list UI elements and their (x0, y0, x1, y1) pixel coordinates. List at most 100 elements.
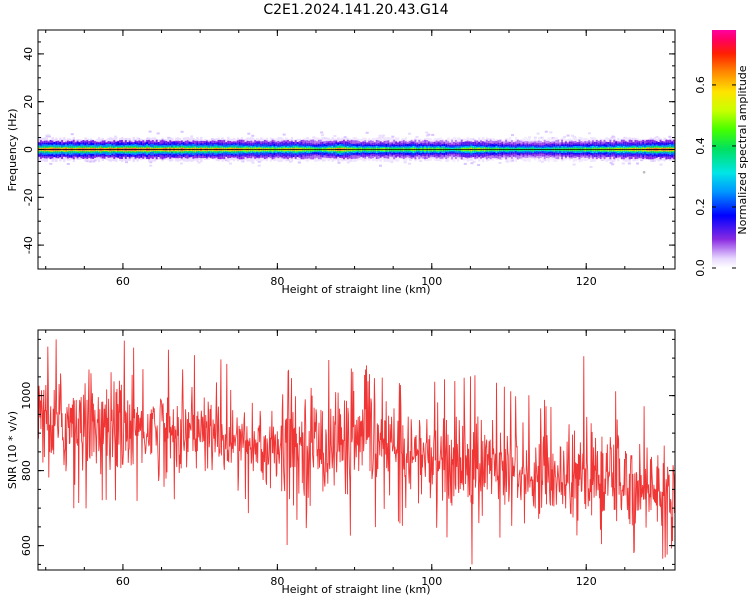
spectrogram-speckle-cell (415, 136, 419, 138)
spectrogram-speckle-cell (149, 161, 153, 164)
spectrogram-speckle-cell (333, 135, 337, 138)
spectrogram-speckle-cell (146, 137, 150, 140)
spectrogram-speckle-cell (287, 138, 291, 141)
spectrogram-speckle-cell (655, 136, 659, 138)
spectrogram-speckle-cell (549, 131, 553, 134)
spectrogram-speckle-cell (472, 160, 476, 163)
spectrogram-speckle-cell (505, 160, 509, 163)
spectrogram-speckle-cell (287, 158, 290, 161)
spectrogram-band (38, 136, 676, 174)
spectrogram-speckle-cell (114, 135, 118, 138)
y-tick-label: 0 (22, 146, 35, 153)
spectrogram-speckle-cell (419, 160, 423, 162)
spectrogram-speckle-cell (125, 161, 128, 164)
spectrogram-speckle-cell (320, 131, 324, 134)
spectrogram-speckle-cell (180, 162, 183, 165)
spectrogram-speckle-cell (445, 159, 449, 162)
spectrogram-speckle-cell (46, 134, 50, 137)
spectrogram-speckle-cell (273, 158, 276, 161)
spectrogram-speckle-cell (566, 134, 570, 137)
spectrogram-speckle-cell (378, 134, 382, 137)
spectrogram-speckle-cell (650, 159, 654, 162)
spectrogram-speckle-cell (70, 133, 74, 136)
spectrogram-x-ticks: 60 80 100 120 (45, 30, 664, 288)
spectrogram-speckle-cell (587, 132, 591, 135)
spectrogram-speckle-cell (621, 162, 625, 165)
spectrogram-speckle-cell (563, 136, 567, 139)
snr-frame (37, 329, 676, 571)
spectrogram-speckle-cell (149, 164, 153, 167)
x-tick-label: 80 (270, 275, 284, 288)
spectrogram-speckle-cell (611, 135, 615, 138)
spectrogram-speckle-cell (659, 163, 663, 166)
spectrogram-speckle-cell (89, 160, 92, 163)
spectrogram-speckle-cell (425, 131, 429, 134)
spectrogram-y-ticks: -40 -20 0 20 40 (22, 29, 675, 270)
y-tick-label: -20 (22, 188, 35, 206)
x-tick-label: 100 (421, 275, 442, 288)
y-tick-label: -40 (22, 236, 35, 254)
spectrogram-speckle-cell (483, 139, 487, 142)
figure-title: C2E1.2024.141.20.43.G14 (263, 2, 448, 18)
spectrogram-speckle-cell (337, 161, 341, 164)
spectrogram-speckle-cell (66, 163, 70, 165)
spectrogram-speckle-cell (197, 161, 201, 164)
spectrogram-speckle-cell (470, 162, 474, 165)
spectrogram-speckle-cell (349, 159, 353, 162)
spectrogram-speckle-cell (544, 130, 548, 133)
spectrogram-speckle-cell (312, 136, 316, 139)
snr-y-ticks: 600 800 1000 (20, 338, 675, 565)
y-tick-label: 800 (20, 460, 33, 481)
spectrogram-speckle-cell (247, 132, 251, 135)
spectrogram-speckle-cell (627, 162, 631, 165)
spectrogram-speckle-cell (257, 160, 261, 163)
x-tick-label: 60 (116, 575, 130, 588)
spectrogram-speckle-cell (156, 132, 160, 135)
spectrogram-speckle-cell (403, 161, 407, 164)
spectrogram-speckle-cell (379, 164, 382, 167)
spectrogram-speckle-cell (427, 133, 431, 136)
colorbar-tick-label: 0.6 (694, 76, 707, 94)
colorbar-tick-label: 0.0 (694, 259, 707, 277)
y-tick-label: 600 (20, 535, 33, 556)
spectrogram-speckle-cell (589, 166, 593, 168)
spectrogram-speckle-cell (636, 162, 639, 165)
spectrogram-speckle-cell (498, 162, 502, 164)
spectrogram-speckle-cell (380, 136, 384, 139)
spectrogram-speckle-cell (148, 130, 152, 133)
spectrogram-speckle-cell (224, 159, 228, 162)
snr-series-line (38, 339, 675, 565)
spectrogram-speckle-cell (322, 159, 326, 162)
spectrogram-speckle-cell (257, 164, 261, 167)
spectrogram-speckle-cell (167, 136, 171, 139)
spectrogram-speckle-cell (511, 159, 515, 162)
spectrogram-speckle-cell (610, 137, 613, 140)
snr-y-label: SNR (10 * v/v) (6, 411, 19, 489)
spectrogram-speckle-cell (533, 136, 537, 139)
spectrogram-x-label: Height of straight line (km) (281, 283, 430, 296)
colorbar-label: Normalized spectral amplitude (736, 65, 749, 234)
spectrogram-speckle-cell (180, 130, 184, 133)
spectrogram-speckle-cell (543, 159, 547, 162)
colorbar-tick-label: 0.2 (694, 198, 707, 216)
spectrogram-speckle-cell (431, 133, 435, 136)
spectrogram-speckle-cell (324, 137, 328, 140)
spectrogram-panel: 60 80 100 120 -40 -20 0 20 40 Height of straigh… (6, 29, 676, 296)
spectrogram-speckle-cell (251, 161, 255, 164)
spectrogram-speckle-cell (640, 159, 644, 162)
spectrogram-speckle-cell (408, 162, 411, 165)
colorbar-ticks: 0.0 0.2 0.4 0.6 (694, 76, 736, 277)
spectrogram-speckle-cell (611, 160, 615, 163)
spectrogram-speckle-cell (477, 164, 481, 166)
spectrogram-speckle-cell (540, 160, 544, 163)
spectrogram-speckle-cell (297, 161, 301, 164)
spectrogram-outlier (642, 170, 646, 174)
x-tick-label: 60 (116, 275, 130, 288)
spectrogram-speckle-cell (228, 162, 232, 165)
spectrogram-speckle-cell (572, 163, 576, 166)
spectrogram-speckle-cell (668, 135, 672, 138)
spectrogram-speckle-cell (343, 136, 347, 139)
colorbar-gradient (712, 30, 736, 268)
spectrogram-speckle-cell (408, 132, 411, 135)
spectrogram-speckle-cell (282, 133, 286, 136)
